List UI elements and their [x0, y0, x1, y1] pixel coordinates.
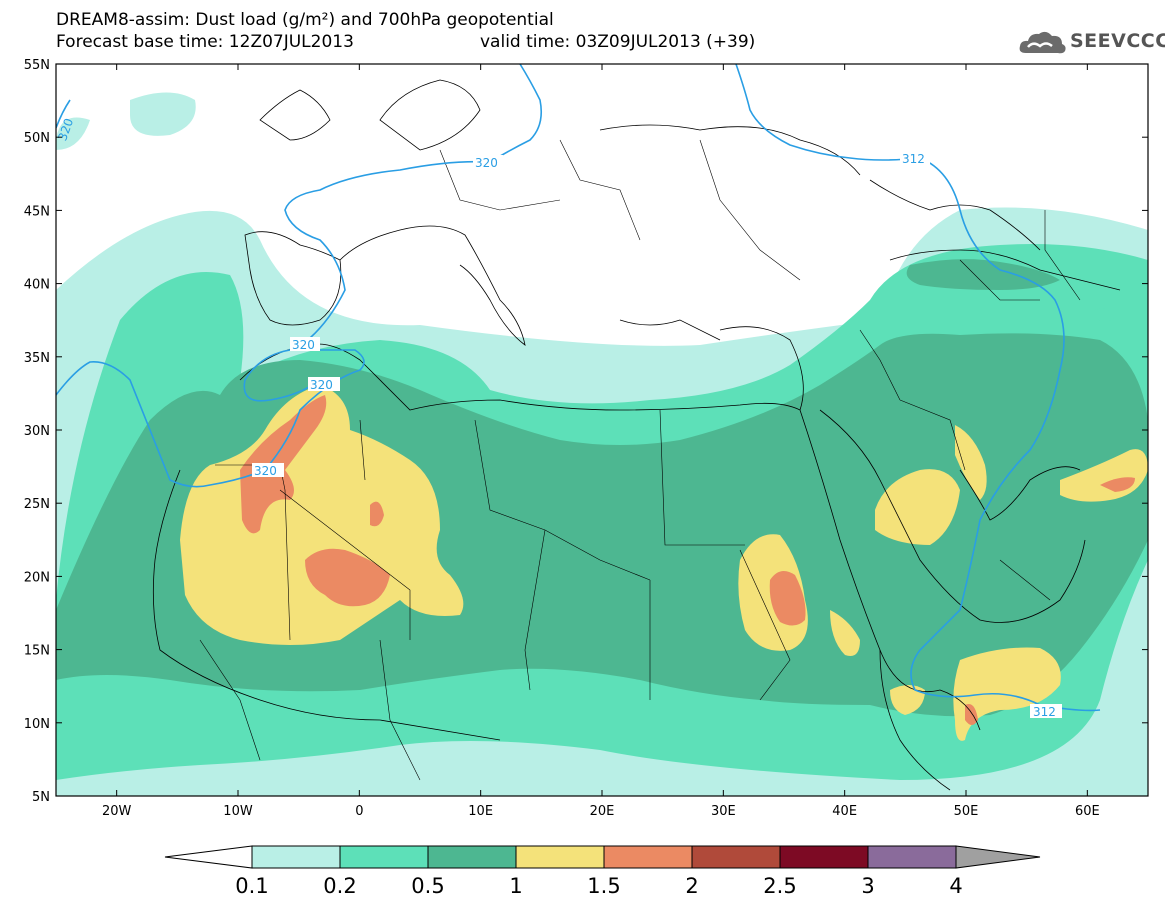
contour-label: 320 — [475, 156, 498, 170]
country-borders — [199, 139, 1081, 781]
latitude-label: 30N — [24, 424, 50, 439]
contour-label: 320 — [310, 378, 333, 392]
legend-tick-label: 2.5 — [763, 874, 796, 898]
legend-arrow-low — [164, 845, 253, 869]
latitude-labels: 55N 50N 45N 40N 35N 30N 25N 20N 15N 10N 5N — [24, 58, 1148, 805]
forecast-base-time: Forecast base time: 12Z07JUL2013 — [56, 32, 354, 52]
valid-time: valid time: 03Z09JUL2013 (+39) — [480, 32, 756, 52]
legend-swatch — [339, 845, 429, 869]
latitude-label: 50N — [24, 131, 50, 146]
contour-label: 312 — [1033, 705, 1056, 719]
longitude-label: 50E — [954, 804, 979, 819]
cloud-icon — [1019, 31, 1066, 54]
longitude-label: 30E — [711, 804, 736, 819]
geopotential-lines — [56, 64, 1101, 712]
contour-label: 320 — [292, 338, 315, 352]
contour-label: 320 — [254, 464, 277, 478]
latitude-label: 20N — [24, 570, 50, 585]
latitude-label: 45N — [24, 204, 50, 219]
map-title: DREAM8-assim: Dust load (g/m²) and 700hP… — [56, 10, 554, 30]
legend-swatch — [603, 845, 693, 869]
dust-level-1.5 — [240, 395, 1135, 725]
latitude-label: 5N — [32, 790, 50, 805]
seevccc-logo: SEEVCCC — [1018, 27, 1165, 57]
latitude-label: 55N — [24, 58, 50, 73]
legend-swatch — [251, 845, 341, 869]
legend-tick-label: 1 — [509, 874, 522, 898]
legend-tick-label: 0.2 — [323, 874, 356, 898]
legend-colorbar: 0.1 0.2 0.5 1 1.5 2 2.5 3 4 — [164, 845, 1041, 898]
legend-swatch — [779, 845, 869, 869]
contour-label-group: 320 320 320 320 320 312 312 — [55, 116, 1062, 719]
longitude-label: 10E — [468, 804, 493, 819]
legend-tick-label: 2 — [685, 874, 698, 898]
longitude-label: 20E — [590, 804, 615, 819]
longitude-labels: 20W 10W 0 10E 20E 30E 40E 50E 60E — [102, 64, 1100, 819]
contour-label: 312 — [902, 152, 925, 166]
legend-arrow-high — [955, 845, 1041, 869]
legend-tick-label: 3 — [861, 874, 874, 898]
latitude-label: 40N — [24, 278, 50, 293]
legend-swatch — [867, 845, 957, 869]
legend-swatch — [515, 845, 605, 869]
legend-tick-label: 0.1 — [235, 874, 268, 898]
longitude-label: 60E — [1075, 804, 1100, 819]
dust-field — [56, 64, 1148, 796]
latitude-label: 10N — [24, 717, 50, 732]
legend-tick-label: 1.5 — [587, 874, 620, 898]
longitude-label: 20W — [102, 804, 132, 819]
latitude-label: 15N — [24, 644, 50, 659]
legend-tick-label: 4 — [949, 874, 962, 898]
longitude-label: 40E — [832, 804, 857, 819]
legend-swatch — [691, 845, 781, 869]
latitude-label: 35N — [24, 351, 50, 366]
logo-text: SEEVCCC — [1070, 30, 1165, 52]
legend-tick-label: 0.5 — [411, 874, 444, 898]
longitude-label: 0 — [355, 804, 363, 819]
longitude-label: 10W — [223, 804, 253, 819]
legend-swatch — [427, 845, 517, 869]
latitude-label: 25N — [24, 497, 50, 512]
